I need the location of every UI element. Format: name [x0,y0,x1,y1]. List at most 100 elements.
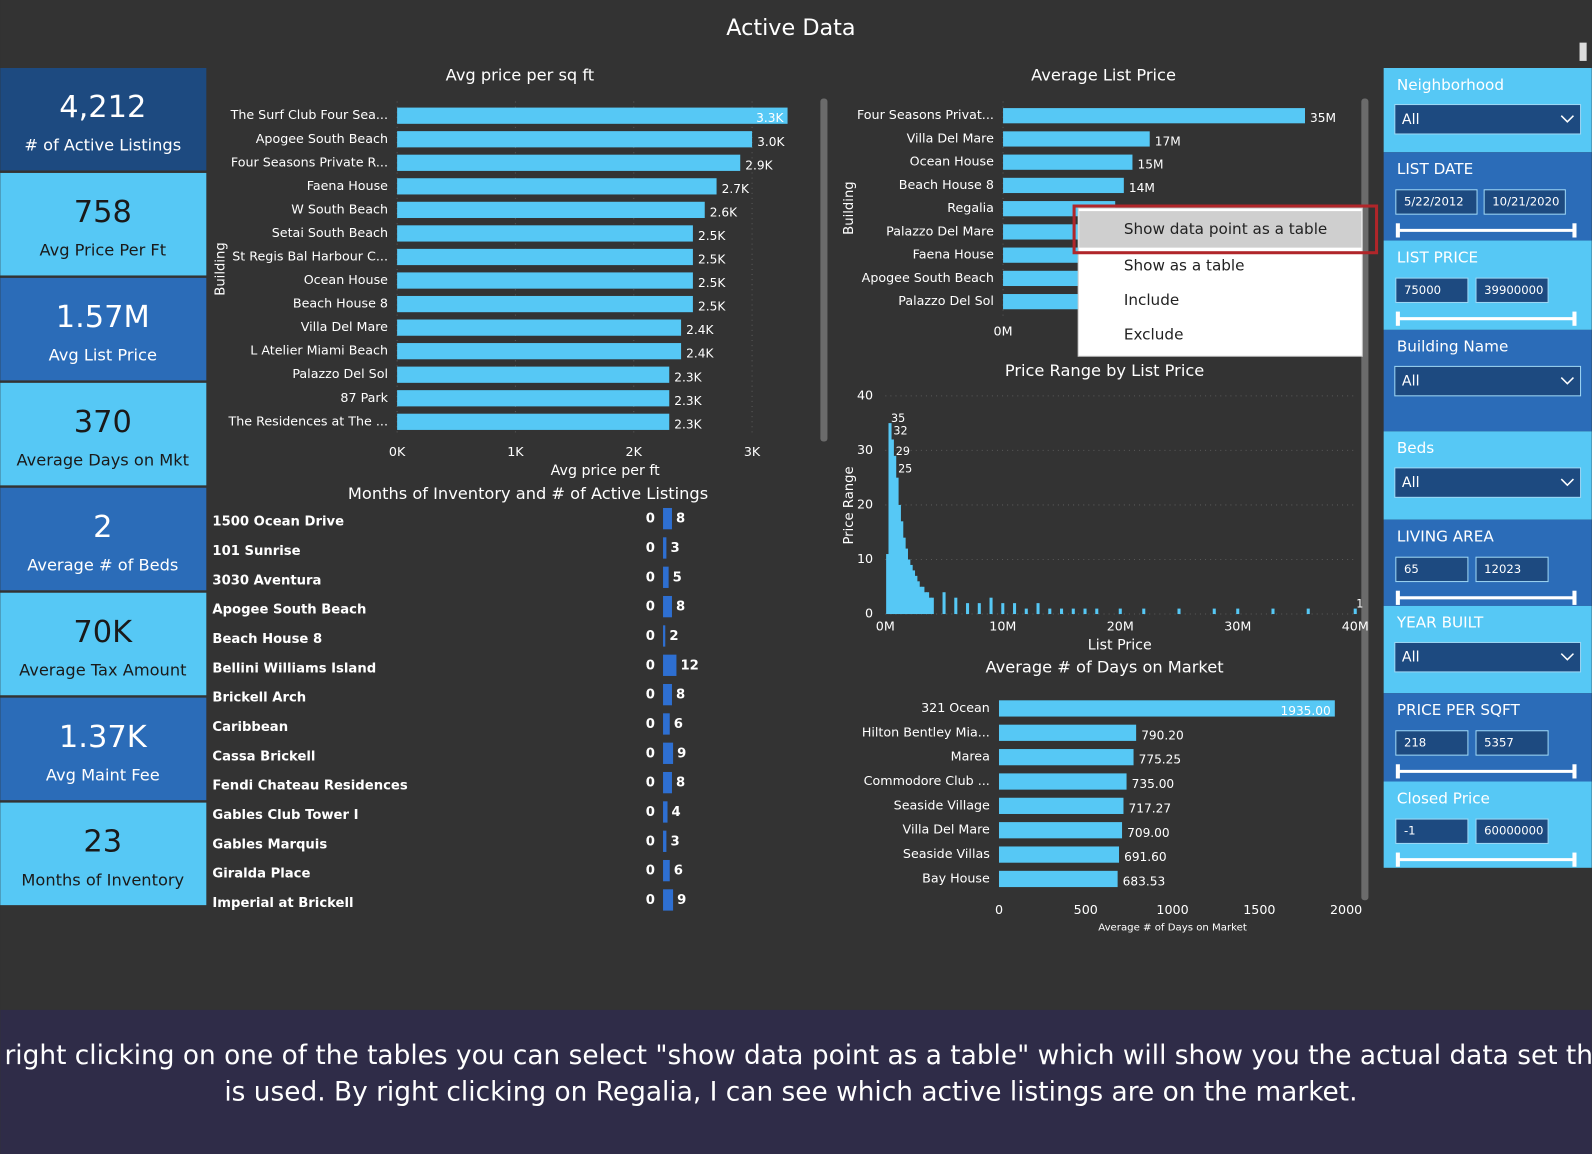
bar [1212,608,1216,615]
range-input[interactable] [1395,189,1478,215]
range-input[interactable] [1475,818,1549,844]
x-axis-label: List Price [1088,638,1152,654]
bar [1177,608,1181,615]
data-label: 0 [646,834,655,849]
data-label: 15M [1138,158,1164,172]
slider-handle[interactable] [1572,764,1577,779]
range-input[interactable] [1475,556,1549,583]
data-label: 2.4K [686,323,714,337]
data-label: 0 [646,600,655,615]
dropdown[interactable] [1394,467,1582,498]
data-label: 8 [676,688,685,703]
kpi-value: 70K [73,615,133,650]
bar [998,724,1137,741]
category-label: Gables Marquis [212,837,327,852]
dropdown[interactable] [1394,104,1582,135]
dropdown-value: All [1402,112,1420,128]
data-label: 1 [1356,598,1363,611]
kpi-value: 758 [74,195,132,230]
slider-handle[interactable] [1572,590,1577,605]
category-label: Villa Del Mare [907,130,994,145]
category-label: 321 Ocean [921,700,990,715]
category-label: Ocean House [304,272,388,287]
bar [397,131,753,148]
menu-item[interactable]: Exclude [1124,325,1184,343]
data-label: 8 [676,776,685,791]
bar [966,603,970,615]
bar [397,413,670,430]
chart-title: Average List Price [1031,66,1176,85]
data-label: 2.3K [674,417,702,431]
menu-item[interactable]: Include [1124,291,1179,309]
data-label: 6 [674,864,683,879]
slider-handle[interactable] [1395,223,1400,238]
kpi-label: Avg List Price [49,346,157,365]
kpi-value: 4,212 [59,90,146,125]
range-input[interactable] [1395,556,1469,583]
menu-item[interactable]: Show data point as a table [1124,220,1327,238]
bar [1003,108,1305,124]
category-label: Palazzo Del Mare [886,223,994,238]
category-label: Giralda Place [212,867,310,882]
chevron [1560,653,1574,661]
data-label: 775.25 [1139,753,1182,767]
bar [1003,154,1133,170]
scrollbar[interactable] [820,98,828,442]
slider-handle[interactable] [1572,852,1577,867]
kpi-label: Average Tax Amount [19,660,186,679]
slider-handle[interactable] [1395,590,1400,605]
scrollbar[interactable] [1361,98,1369,901]
y-axis-label: Building [214,242,229,295]
scrollbar[interactable] [1579,42,1587,61]
range-input[interactable] [1475,730,1549,756]
bar [1003,294,1098,310]
range-input[interactable] [1395,277,1469,303]
y-tick-label: 30 [857,442,873,457]
bar [397,295,693,313]
category-label: St Regis Bal Harbour C... [232,248,388,263]
category-label: Beach House 8 [212,632,322,647]
range-input[interactable] [1483,189,1566,215]
range-input[interactable] [1395,818,1469,844]
filter-label: LIST PRICE [1397,248,1478,266]
caption-band [0,1009,1592,1154]
x-tick-label: 0M [876,619,895,634]
range-input[interactable] [1395,730,1469,756]
menu-item[interactable]: Show as a table [1124,256,1245,274]
bar [663,742,674,764]
page-title: Active Data [726,15,855,41]
category-label: Faena House [307,178,388,193]
slider-handle[interactable] [1395,764,1400,779]
chevron [1560,478,1574,487]
bar [397,343,682,360]
range-to: 12023 [1484,562,1521,576]
x-tick-label: 3K [744,444,761,459]
kpi-label: Avg Price Per Ft [39,241,166,260]
data-label: 0 [646,629,655,644]
data-label: 0 [646,746,655,761]
slider-handle[interactable] [1395,311,1400,326]
data-label: 735.00 [1132,777,1175,791]
x-tick-label: 500 [1074,902,1098,917]
dropdown[interactable] [1394,365,1582,397]
slider-handle[interactable] [1572,223,1577,238]
bar [1060,608,1064,615]
bar [888,423,892,615]
kpi-label: Avg Maint Fee [46,765,160,784]
bar [397,201,705,219]
data-label: 25 [898,463,912,476]
data-label: 12 [680,658,698,673]
slider-handle[interactable] [1395,852,1400,867]
range-input[interactable] [1475,277,1549,303]
category-label: 101 Sunrise [212,544,300,559]
slider-handle[interactable] [1572,311,1577,326]
filter-label: PRICE PER SQFT [1397,701,1521,719]
dropdown[interactable] [1394,641,1582,673]
data-label: 9 [677,893,686,908]
chevron [1560,115,1574,123]
data-label: 2.9K [745,158,773,172]
filter-label: Building Name [1397,338,1508,356]
kpi-label: Average Days on Mkt [17,450,190,469]
